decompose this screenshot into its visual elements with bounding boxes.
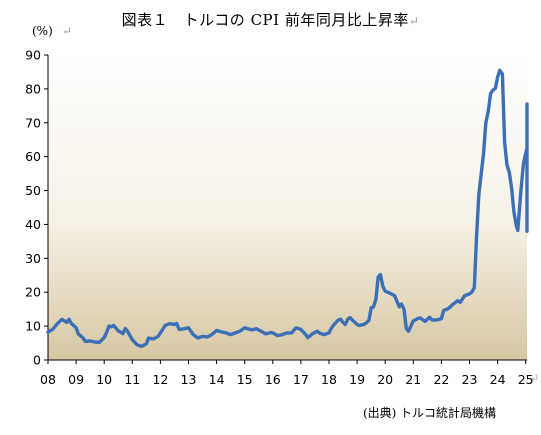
x-tick-label: 24: [490, 372, 506, 387]
plot-area: [48, 55, 527, 360]
return-mark-title: ↵: [408, 14, 420, 28]
x-tick-label: 21: [405, 372, 421, 387]
x-tick-label: 22: [433, 372, 449, 387]
y-tick-label: 0: [33, 353, 41, 368]
axes: [47, 55, 527, 361]
x-tick-label: 19: [349, 372, 365, 387]
x-tick-label: 09: [68, 372, 84, 387]
x-ticks: 08 09 10 11 12 13 14 15 16 17 18 19 20 21 22 23 24 25: [40, 360, 534, 387]
x-tick-label: 08: [40, 372, 56, 387]
y-ticks: 0 10 20 30 40 50 60 70 80 90: [25, 48, 48, 368]
x-tick-label: 10: [96, 372, 112, 387]
x-tick-label: 23: [462, 372, 478, 387]
y-tick-label: 20: [25, 285, 41, 300]
x-tick-label: 13: [181, 372, 197, 387]
series-line-0: [46, 68, 529, 349]
x-tick-label: 16: [265, 372, 281, 387]
series-group: [46, 68, 529, 349]
y-tick-label: 30: [25, 251, 41, 266]
y-tick-label: 40: [25, 217, 41, 232]
x-tick-label: 18: [321, 372, 337, 387]
x-tick-label: 17: [293, 372, 309, 387]
y-tick-label: 80: [25, 81, 41, 96]
y-tick-label: 60: [25, 149, 41, 164]
chart-title-text: 図表１ トルコの CPI 前年同月比上昇率: [121, 11, 409, 29]
x-tick-label: 20: [377, 372, 393, 387]
y-tick-label: 70: [25, 115, 41, 130]
y-unit-label: (%): [32, 24, 53, 38]
x-tick-label: 15: [237, 372, 253, 387]
source-note: (出典) トルコ統計局機構: [363, 406, 496, 420]
x-tick-label: 11: [124, 372, 140, 387]
return-mark-corner: ↵: [530, 372, 540, 385]
y-tick-label: 90: [25, 48, 41, 63]
y-tick-label: 10: [25, 319, 41, 334]
return-mark-unit: ↵: [62, 24, 73, 38]
x-tick-label: 12: [152, 372, 168, 387]
y-tick-label: 50: [25, 183, 41, 198]
chart-title: 図表１ トルコの CPI 前年同月比上昇率↵: [0, 9, 541, 30]
x-tick-label: 14: [209, 372, 225, 387]
x-tick-label: 25: [518, 372, 534, 387]
